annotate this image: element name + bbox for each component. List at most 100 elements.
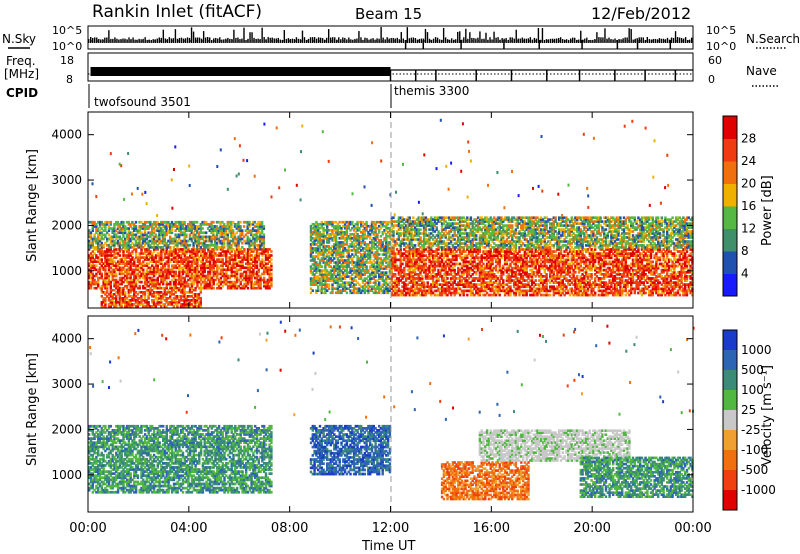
heatmap-cell [243,276,246,280]
heatmap-cell [475,254,478,257]
heatmap-cell [118,272,122,276]
heatmap-cell [451,277,455,280]
heatmap-cell [245,270,248,274]
heatmap-cell [226,260,230,263]
heatmap-cell [147,270,150,274]
heatmap-cell [181,286,185,290]
heatmap-cell [340,275,343,278]
heatmap-cell [225,270,228,274]
heatmap-cell [370,243,374,246]
heatmap-cell [336,253,340,256]
heatmap-cell [467,250,471,253]
heatmap-cell [376,285,379,288]
heatmap-cell [198,264,201,267]
heatmap-cell [336,233,340,236]
heatmap-cell [109,272,112,276]
heatmap-cell [336,259,340,262]
heatmap-cell [313,247,316,250]
heatmap-cell [424,275,428,278]
heatmap-cell [194,278,197,282]
heatmap-cell [185,256,188,259]
heatmap-cell [351,289,354,292]
noise-bar [652,38,655,43]
heatmap-cell [322,259,325,262]
heatmap-cell [442,281,446,284]
heatmap-cell [170,225,174,228]
heatmap-cell [180,258,183,261]
noise-bar [428,38,431,43]
heatmap-cell [313,226,316,230]
heatmap-cell [102,252,105,255]
heatmap-cell [367,289,370,292]
heatmap-cell [453,248,456,251]
heatmap-cell [210,235,213,239]
heatmap-cell [245,272,248,276]
heatmap-cell [187,272,190,276]
heatmap-cell [181,282,185,286]
heatmap-cell [147,254,150,257]
heatmap-cell [232,282,235,286]
heatmap-cell [113,260,116,263]
heatmap-cell [181,220,184,224]
heatmap-cell [167,229,170,232]
heatmap-cell [268,248,271,251]
heatmap-cell [372,277,375,280]
heatmap-cell [208,237,211,241]
heatmap-cell [351,267,354,270]
heatmap-cell [185,305,188,308]
heatmap-cell [161,233,165,237]
heatmap-cell [172,276,176,280]
heatmap-cell [214,264,217,267]
heatmap-cell [210,241,213,245]
heatmap-cell [147,243,150,247]
heatmap-cell [246,262,250,265]
heatmap-cell [326,241,329,244]
heatmap-cell [185,258,188,261]
heatmap-cell [93,280,96,284]
heatmap-cell [89,284,93,288]
heatmap-cell [127,254,131,257]
heatmap-cell [228,286,232,290]
heatmap-cell [124,262,127,265]
heatmap-cell [226,233,229,237]
heatmap-cell [326,253,329,256]
heatmap-cell [113,235,116,239]
heatmap-cell [428,289,431,293]
heatmap-cell [383,224,386,228]
heatmap-cell [343,233,347,236]
noise-bar [533,37,536,43]
heatmap-cell [172,282,176,286]
heatmap-cell [185,252,188,255]
heatmap-cell [143,282,147,286]
heatmap-cell [333,271,336,274]
heatmap-cell [178,301,181,304]
heatmap-cell [458,248,462,251]
heatmap-cell [381,243,384,246]
noise-bar [325,37,328,43]
heatmap-cell [174,272,177,276]
heatmap-cell [462,256,465,260]
heatmap-cell [104,256,107,259]
noise-bar [442,27,445,43]
heatmap-cell [165,270,168,274]
heatmap-cell [116,288,120,292]
heatmap-cell [388,263,392,266]
heatmap-cell [104,250,107,253]
heatmap-cell [381,283,384,286]
heatmap-cell [228,241,231,245]
heatmap-cell [225,250,228,253]
heatmap-cell [478,291,482,295]
heatmap-cell [111,299,114,302]
heatmap-cell [467,289,471,293]
heatmap-cell [127,260,131,263]
heatmap-cell [415,277,419,280]
heatmap-cell [455,291,458,295]
heatmap-cell [181,260,185,263]
heatmap-cell [98,272,102,276]
heatmap-cell [248,268,251,272]
heatmap-cell [176,274,179,278]
noise-bar [370,38,372,43]
heatmap-cell [208,278,212,282]
heatmap-cell [169,295,172,298]
heatmap-cell [189,278,192,282]
